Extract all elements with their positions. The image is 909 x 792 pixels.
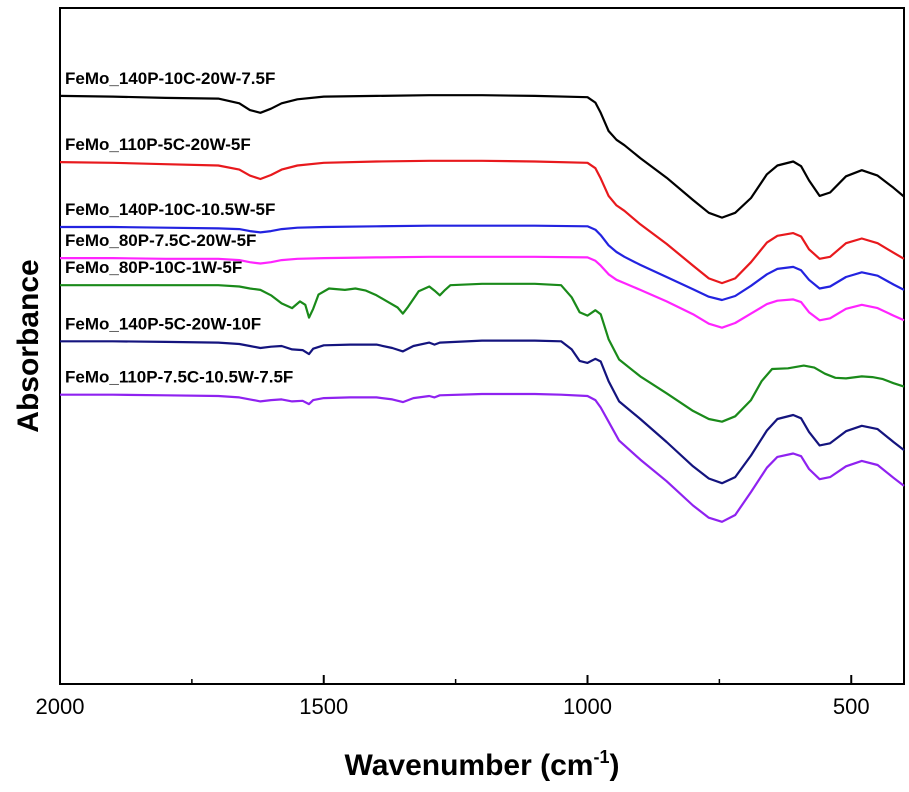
x-axis-ticks: 2000 1500 1000 500 [36, 675, 870, 719]
series-label-6: FeMo_140P-5C-20W-10F [65, 314, 261, 333]
x-tick-label: 1500 [299, 694, 348, 719]
y-axis-title: Absorbance [12, 259, 45, 432]
series-line-2 [59, 159, 905, 285]
series-line-1 [59, 94, 905, 219]
x-axis-title: Wavenumber (cm-1) [345, 747, 620, 782]
series-line-7 [60, 392, 905, 523]
series-label-5: FeMo_80P-10C-1W-5F [65, 258, 242, 277]
series-labels: FeMo_140P-10C-20W-7.5F FeMo_110P-5C-20W-5… [65, 69, 293, 387]
plot-area-frame [59, 7, 905, 685]
series-label-1: FeMo_140P-10C-20W-7.5F [65, 69, 275, 88]
series-label-3: FeMo_140P-10C-10.5W-5F [65, 200, 275, 219]
series-lines [59, 94, 905, 523]
x-tick-label: 500 [833, 694, 870, 719]
series-line-6 [60, 339, 905, 485]
series-line-4 [60, 255, 905, 329]
x-tick-label: 1000 [563, 694, 612, 719]
series-label-7: FeMo_110P-7.5C-10.5W-7.5F [65, 368, 293, 387]
series-line-5 [60, 282, 905, 423]
series-label-4: FeMo_80P-7.5C-20W-5F [65, 231, 256, 250]
series-label-2: FeMo_110P-5C-20W-5F [65, 135, 251, 154]
series-line-3 [60, 224, 905, 302]
x-tick-label: 2000 [36, 694, 85, 719]
